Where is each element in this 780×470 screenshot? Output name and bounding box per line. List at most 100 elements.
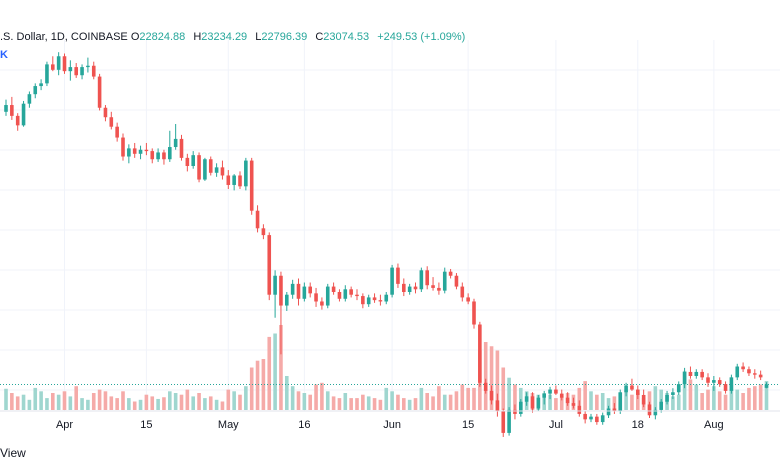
candle [138,145,143,160]
volume-bar [407,399,412,410]
volume-bar [302,393,307,410]
candle-body [495,400,500,412]
candle [21,100,26,127]
candle-body [589,416,593,420]
time-axis-label: 18 [632,419,644,431]
volume-bar [606,398,611,410]
candle [197,152,201,183]
candle [425,266,429,290]
candle-body [483,382,488,391]
candle [91,61,96,80]
time-axis-label: Jul [549,419,563,431]
candle-body [372,297,377,301]
candle-body [232,175,236,185]
open-label: O [130,31,140,43]
volume-bar [741,393,745,410]
volume-bar [700,393,704,410]
candle-body [366,297,371,305]
close-label: C [315,31,324,43]
candle-body [56,56,61,70]
volume-bar [589,391,593,410]
candle-body [10,105,14,116]
candle [320,297,324,310]
candle-body [717,380,722,385]
candle-body [261,228,266,236]
footer-link[interactable]: View [0,446,26,460]
candle [361,293,365,309]
volume-bar [501,367,506,410]
time-axis-label: 15 [140,419,152,431]
candle [366,294,371,307]
candle [630,378,634,391]
candle [86,57,90,73]
candle [565,392,570,406]
candle [173,124,178,150]
volume-bar [355,398,359,410]
candle-body [132,148,137,154]
volume-bar [10,393,14,410]
candle [624,382,628,397]
candle [273,270,277,318]
candle-body [606,408,611,416]
candle [343,285,348,302]
candle [249,157,254,215]
candle-body [741,366,745,370]
corner-mark: K [0,49,8,61]
candle [431,277,435,291]
grid [0,40,780,411]
time-axis[interactable]: Apr 15 May 16 Jun 15 Jul 18 Aug [56,419,724,431]
volume-bar [56,394,61,410]
candle [413,282,418,294]
candle-body [74,67,78,76]
volume-bar [583,381,587,410]
volume-bar [600,393,605,410]
candle-body [267,235,272,295]
candle [62,53,67,74]
candle [717,377,722,387]
candle [378,294,383,306]
candle [483,378,488,394]
candle-body [168,147,172,160]
volume-bar [214,399,219,410]
candle [671,388,675,400]
volume-bar [372,398,377,410]
candle [764,382,769,389]
time-axis-label: 16 [298,419,310,431]
candle-body [548,389,552,394]
volume-bar [109,396,114,410]
candle-body [448,271,453,276]
candle [729,374,734,394]
volume-bar [51,393,55,410]
candle [45,61,49,87]
time-axis-label: 15 [462,419,474,431]
open-value: 22824.88 [139,31,186,43]
candle [665,390,669,405]
candle [600,412,605,425]
candle-body [80,67,84,76]
volume-bar [735,389,740,410]
candle-body [612,408,617,412]
candle [267,232,272,301]
candle [489,385,494,405]
candle-body [396,267,400,284]
candle-body [472,301,476,325]
candle [700,369,704,381]
candle-body [554,389,558,394]
volume-bar [33,387,38,410]
candle-body [595,416,599,423]
candle-body [349,289,353,295]
candle-body [536,397,541,409]
candle-body [524,396,529,402]
volume-bar [483,342,488,410]
candle-body [4,105,8,112]
candle-body [583,413,587,420]
candle [419,267,424,292]
candle-body [273,275,277,295]
candle-body [238,175,242,187]
volume-bar [144,394,149,410]
volume-bar [150,396,155,410]
volume-bar [325,391,330,410]
volume-bar [132,401,137,410]
